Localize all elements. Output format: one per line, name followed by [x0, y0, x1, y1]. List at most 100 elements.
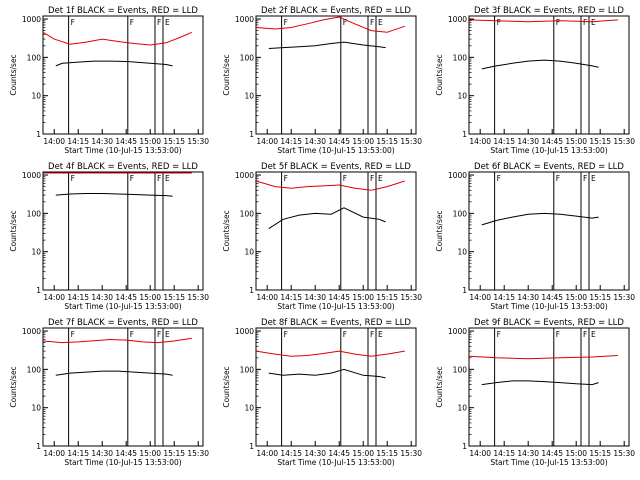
x-tick-label: 14:30	[517, 293, 539, 302]
x-tick-label: 14:00	[256, 137, 278, 146]
attenuator-marker-label: E	[591, 174, 596, 183]
x-tick-label: 14:30	[304, 449, 326, 458]
x-tick-label: 15:00	[565, 449, 587, 458]
chart-title: Det 4f BLACK = Events, RED = LLD	[48, 162, 198, 172]
y-tick-label: 1000	[22, 171, 41, 180]
y-tick-label: 1	[462, 286, 467, 295]
attenuator-marker-label: F	[284, 330, 288, 339]
x-tick-label: 15:00	[352, 293, 374, 302]
events-series-line	[481, 212, 599, 226]
chart-panel: Det 3f BLACK = Events, RED = LLD 1 10 100 10…	[435, 6, 635, 155]
y-axis-label: Counts/sec	[222, 210, 231, 251]
y-axis-label: Counts/sec	[222, 366, 231, 407]
x-tick-label: 14:30	[517, 137, 539, 146]
chart-title: Det 7f BLACK = Events, RED = LLD	[48, 318, 198, 328]
attenuator-marker-label: F	[71, 18, 75, 27]
chart-panel: Det 2f BLACK = Events, RED = LLD 1 10 100 10…	[222, 6, 422, 155]
events-series-line	[268, 207, 386, 230]
x-tick-label: 14:15	[67, 137, 89, 146]
attenuator-marker-label: F	[583, 330, 587, 339]
x-axis-label: Start Time (10-Jul-15 13:53:00)	[64, 458, 181, 467]
x-tick-label: 15:30	[400, 449, 422, 458]
attenuator-marker-label: F	[497, 174, 501, 183]
x-tick-label: 15:15	[376, 137, 398, 146]
x-tick-label: 14:45	[328, 137, 350, 146]
y-axis: 1 10 100 1000	[448, 171, 474, 295]
chart-title: Det 9f BLACK = Events, RED = LLD	[474, 318, 624, 328]
attenuator-marker-label: F	[284, 18, 288, 27]
x-axis-label: Start Time (10-Jul-15 13:53:00)	[490, 302, 607, 311]
x-tick-label: 15:00	[352, 449, 374, 458]
y-axis-label: Counts/sec	[435, 54, 444, 95]
x-axis-label: Start Time (10-Jul-15 13:53:00)	[277, 146, 394, 155]
chart-title: Det 2f BLACK = Events, RED = LLD	[261, 6, 411, 16]
x-tick-label: 14:15	[280, 137, 302, 146]
plot-frame	[42, 15, 204, 135]
y-tick-label: 1000	[235, 327, 254, 336]
x-axis-label: Start Time (10-Jul-15 13:53:00)	[64, 302, 181, 311]
x-tick-label: 14:45	[328, 449, 350, 458]
lld-series-line	[255, 16, 405, 33]
x-tick-label: 15:15	[589, 449, 611, 458]
y-axis-label: Counts/sec	[9, 210, 18, 251]
x-tick-label: 15:00	[139, 137, 161, 146]
x-tick-label: 14:45	[328, 293, 350, 302]
x-tick-label: 15:00	[565, 137, 587, 146]
attenuator-marker-label: F	[556, 18, 560, 27]
attenuator-marker-label: F	[130, 18, 134, 27]
y-tick-label: 10	[31, 404, 41, 413]
x-tick-label: 14:45	[115, 449, 137, 458]
y-axis: 1 10 100 1000	[235, 327, 261, 451]
x-axis: 14:00 14:15 14:30 14:45 15:00 15:15 15:30	[469, 441, 635, 458]
x-tick-label: 14:00	[43, 137, 65, 146]
x-tick-label: 15:30	[400, 137, 422, 146]
y-axis: 1 10 100 1000	[235, 171, 261, 295]
y-axis: 1 10 100 1000	[22, 171, 48, 295]
x-tick-label: 14:30	[304, 293, 326, 302]
x-tick-label: 15:30	[187, 137, 209, 146]
attenuator-marker-label: F	[157, 174, 161, 183]
y-axis: 1 10 100 1000	[22, 327, 48, 451]
chart-title: Det 6f BLACK = Events, RED = LLD	[474, 162, 624, 172]
chart-panel: Det 4f BLACK = Events, RED = LLD 1 10 100 10…	[9, 162, 209, 311]
events-series-line	[55, 193, 173, 197]
y-tick-label: 100	[453, 365, 468, 374]
y-tick-label: 10	[31, 92, 41, 101]
y-tick-label: 10	[244, 404, 254, 413]
x-tick-label: 14:00	[256, 293, 278, 302]
y-axis-label: Counts/sec	[435, 366, 444, 407]
attenuator-marker-label: F	[497, 18, 501, 27]
plot-frame	[255, 171, 417, 291]
y-tick-label: 1000	[448, 15, 467, 24]
y-axis: 1 10 100 1000	[22, 15, 48, 139]
chart-panel: Det 1f BLACK = Events, RED = LLD 1 10 100 10…	[9, 6, 209, 155]
plot-frame	[468, 327, 630, 447]
y-tick-label: 1000	[22, 327, 41, 336]
x-axis-label: Start Time (10-Jul-15 13:53:00)	[490, 146, 607, 155]
y-tick-label: 1000	[448, 327, 467, 336]
y-tick-label: 1	[249, 286, 254, 295]
plot-frame	[42, 327, 204, 447]
chart-panel: Det 6f BLACK = Events, RED = LLD 1 10 100 10…	[435, 162, 635, 311]
x-tick-label: 14:30	[91, 449, 113, 458]
attenuator-marker-label: E	[378, 18, 383, 27]
plot-frame	[42, 171, 204, 291]
events-series-line	[268, 368, 386, 379]
y-axis: 1 10 100 1000	[448, 15, 474, 139]
events-series-line	[481, 59, 599, 70]
x-tick-label: 15:30	[613, 137, 635, 146]
attenuator-marker-label: F	[370, 18, 374, 27]
x-tick-label: 14:00	[43, 293, 65, 302]
x-axis: 14:00 14:15 14:30 14:45 15:00 15:15 15:30	[256, 129, 422, 146]
plot-frame	[468, 171, 630, 291]
lld-series-line	[42, 31, 193, 46]
y-tick-label: 10	[244, 248, 254, 257]
y-tick-label: 100	[453, 53, 468, 62]
chart-title: Det 3f BLACK = Events, RED = LLD	[474, 6, 624, 16]
x-tick-label: 14:15	[280, 293, 302, 302]
attenuator-marker-label: E	[165, 174, 170, 183]
x-tick-label: 15:15	[163, 137, 185, 146]
x-axis-label: Start Time (10-Jul-15 13:53:00)	[277, 302, 394, 311]
y-tick-label: 100	[240, 53, 255, 62]
